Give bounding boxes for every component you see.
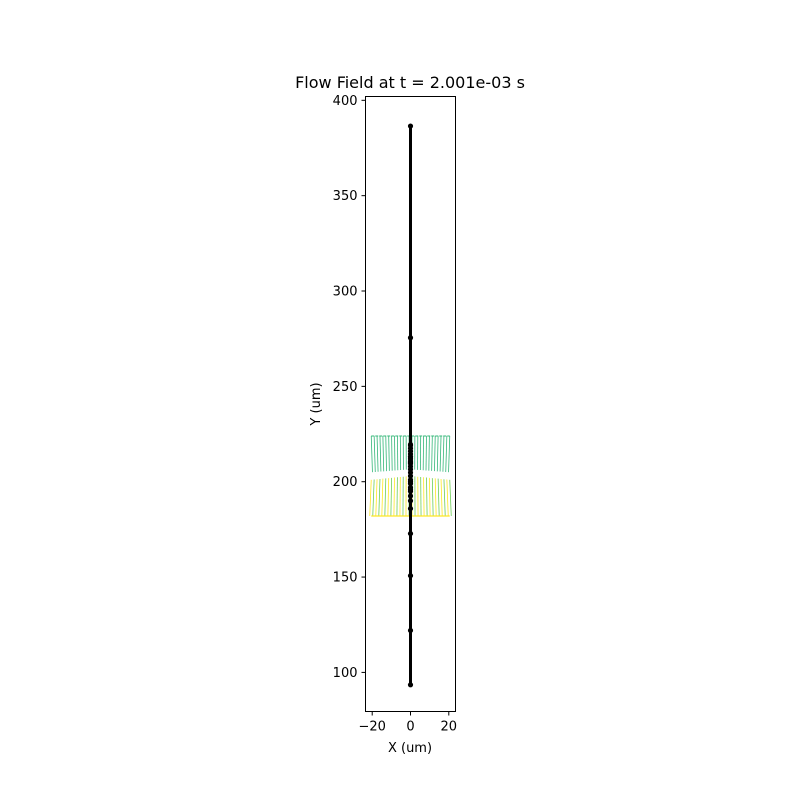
x-tick-label: 20: [441, 720, 458, 735]
centerline-series: [407, 123, 414, 688]
flow-streak: [449, 479, 452, 517]
data-point: [407, 486, 414, 492]
data-point: [407, 454, 414, 460]
flow-streak: [373, 435, 376, 472]
flow-streak: [391, 435, 393, 471]
flow-streak: [385, 435, 387, 472]
flow-streak: [440, 478, 443, 517]
flow-streak: [370, 435, 373, 473]
data-point: [407, 627, 414, 634]
flow-streak: [428, 435, 430, 471]
flow-streak: [390, 477, 392, 517]
flow-streak: [436, 435, 439, 472]
data-point: [407, 335, 414, 341]
x-tick-label: 0: [406, 720, 414, 735]
flow-streak: [431, 478, 434, 517]
flow-streak: [429, 477, 431, 517]
data-point: [407, 441, 414, 448]
data-point: [407, 682, 414, 688]
data-point: [407, 460, 414, 466]
flow-streak: [396, 477, 398, 517]
y-axis-label: Y (um): [309, 382, 324, 426]
y-tick-label: 100: [333, 666, 358, 681]
data-point: [407, 573, 414, 579]
flow-streak: [388, 435, 390, 471]
y-tick-label: 350: [333, 189, 358, 204]
data-point: [407, 498, 414, 504]
data-point: [407, 479, 414, 485]
flow-streak: [445, 435, 448, 472]
flow-streak: [434, 478, 437, 517]
flow-streak: [431, 435, 433, 471]
flow-streak: [439, 435, 442, 472]
flow-streak: [384, 478, 387, 517]
flow-streak: [442, 435, 445, 472]
y-tick-label: 150: [333, 571, 358, 586]
data-point: [407, 505, 414, 512]
y-tick-label: 300: [333, 285, 358, 300]
flow-streak: [423, 477, 425, 517]
flow-streak: [437, 478, 440, 517]
flow-streak: [382, 435, 385, 472]
flow-streak: [393, 477, 395, 517]
data-point: [407, 123, 414, 129]
flow-streak: [375, 479, 378, 517]
flow-streak: [376, 435, 379, 472]
y-tick-label: 400: [333, 94, 358, 109]
flow-field-streaks: [369, 435, 452, 517]
data-point: [407, 530, 414, 537]
data-point: [407, 493, 414, 499]
flow-streak: [379, 435, 382, 472]
flow-streak: [443, 479, 446, 517]
flow-streak: [426, 477, 428, 517]
flow-streak: [434, 435, 436, 472]
y-axis-ticks: 100 150 200 250 300 350 400: [333, 94, 366, 681]
flow-streak: [381, 478, 384, 517]
y-tick-label: 200: [333, 475, 358, 490]
x-tick-label: −20: [358, 720, 385, 735]
flow-streak: [378, 478, 381, 517]
y-tick-label: 250: [333, 380, 358, 395]
flow-streak: [372, 479, 375, 517]
flow-streak: [369, 479, 372, 517]
flow-streak: [448, 435, 451, 473]
flow-streak: [387, 478, 390, 517]
chart-title: Flow Field at t = 2.001e-03 s: [295, 73, 525, 92]
flow-streak: [446, 479, 449, 517]
x-axis-ticks: −20 0 20: [358, 711, 458, 735]
x-axis-label: X (um): [388, 741, 432, 756]
